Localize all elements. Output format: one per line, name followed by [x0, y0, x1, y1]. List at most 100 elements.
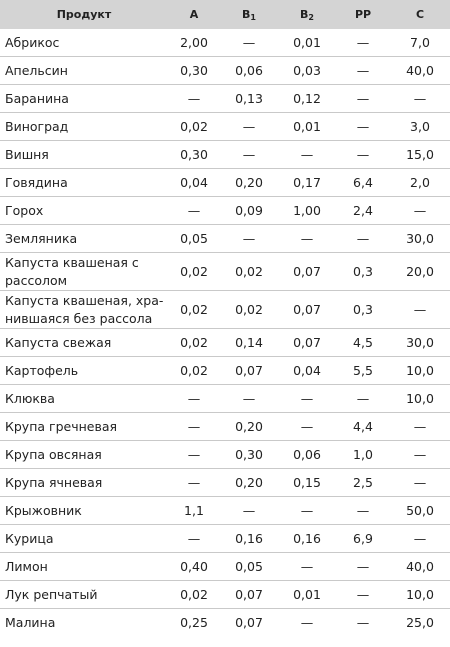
cell-b1: 0,14: [220, 328, 278, 357]
cell-c: 15,0: [390, 140, 450, 169]
header-b1-main: B: [242, 7, 251, 21]
product-name: Вишня: [0, 140, 168, 169]
cell-c: —: [390, 524, 450, 553]
table-row: Вишня 0,30— — —15,0: [0, 140, 450, 169]
product-name: Абрикос: [0, 29, 168, 57]
cell-a: —: [168, 468, 220, 497]
cell-c: 10,0: [390, 356, 450, 385]
cell-c: 20,0: [390, 252, 450, 291]
cell-b1: —: [220, 112, 278, 141]
cell-a: 0,02: [168, 356, 220, 385]
cell-b1: —: [220, 29, 278, 57]
table-row: Говядина 0,04 0,20 0,17 6,4 2,0: [0, 168, 450, 197]
cell-b2: 0,04: [278, 356, 336, 385]
cell-b1: 0,05: [220, 552, 278, 581]
table-row: Клюква — — — —10,0: [0, 384, 450, 413]
cell-b1: 0,16: [220, 524, 278, 553]
cell-pp: —: [336, 384, 390, 413]
cell-pp: —: [336, 56, 390, 85]
cell-a: 0,02: [168, 328, 220, 357]
cell-b1: —: [220, 140, 278, 169]
cell-c: 40,0: [390, 56, 450, 85]
cell-b2: 0,17: [278, 168, 336, 197]
cell-pp: 6,9: [336, 524, 390, 553]
cell-b2: 0,16: [278, 524, 336, 553]
product-name: Баранина: [0, 84, 168, 113]
cell-pp: —: [356, 615, 370, 630]
header-pp: PP: [354, 8, 372, 21]
cell-a: 1,1: [168, 496, 220, 525]
cell-b2: 0,01: [278, 29, 336, 57]
cell-pp: 0,3: [336, 252, 390, 291]
cell-b1: 0,02: [220, 290, 278, 329]
table-row: Баранина —0,13 0,12— —: [0, 84, 450, 113]
cell-b2: —: [278, 384, 336, 413]
cell-c: 25,0: [406, 615, 434, 630]
cell-b1: 0,02: [220, 252, 278, 291]
table-row: Лимон 0,40 0,05— —40,0: [0, 552, 450, 581]
product-name: Капуста квашеная с рас­солом: [0, 252, 168, 291]
product-name: Лук репчатый: [0, 580, 168, 609]
cell-c: 3,0: [390, 112, 450, 141]
cell-a: 0,30: [168, 56, 220, 85]
cell-c: —: [390, 196, 450, 225]
cell-a: —: [168, 384, 220, 413]
table-row: Крыжовник 1,1— — —50,0: [0, 496, 450, 525]
product-name: Капуста квашеная, хра­нившаяся без рассо…: [0, 290, 168, 329]
cell-pp: 6,4: [336, 168, 390, 197]
product-name: Виноград: [0, 112, 168, 141]
header-b1-sub: 1: [250, 12, 256, 22]
cell-c: 30,0: [390, 328, 450, 357]
table-row: Крупа гречневая —0,20—4,4—: [0, 412, 450, 441]
cell-b1: —: [220, 224, 278, 253]
cell-b2: —: [278, 552, 336, 581]
cell-a: 0,40: [168, 552, 220, 581]
product-name: Капуста свежая: [0, 328, 168, 357]
cell-a: 0,02: [168, 290, 220, 329]
cell-b1: 0,06: [220, 56, 278, 85]
product-name: Апельсин: [0, 56, 168, 85]
product-name: Крупа ячневая: [0, 468, 168, 497]
cell-c: 10,0: [390, 580, 450, 609]
cell-a: —: [168, 196, 220, 225]
header-product: Продукт: [56, 8, 112, 21]
cell-b1: 0,07: [220, 580, 278, 609]
product-name: Говядина: [0, 168, 168, 197]
cell-pp: —: [336, 29, 390, 57]
cell-a: 0,05: [168, 224, 220, 253]
cell-b1: 0,20: [220, 168, 278, 197]
cell-b2: 0,07: [278, 328, 336, 357]
cell-b1: —: [220, 496, 278, 525]
table-row: Абрикос 2,00—0,01—7,0: [0, 29, 450, 57]
cell-b2: 0,01: [278, 580, 336, 609]
cell-c: 2,0: [390, 168, 450, 197]
table-row: Капуста квашеная с рас­солом 0,02 0,02 0,07…: [0, 252, 450, 291]
cell-pp: 2,5: [336, 468, 390, 497]
cell-b2: —: [278, 496, 336, 525]
cell-c: 7,0: [390, 29, 450, 57]
cell-c: 30,0: [390, 224, 450, 253]
cell-c: —: [390, 468, 450, 497]
cell-b2: 0,12: [278, 84, 336, 113]
cell-b2: 0,07: [278, 290, 336, 329]
cell-pp: 1,0: [336, 440, 390, 469]
cell-c: 50,0: [390, 496, 450, 525]
cell-pp: 0,3: [336, 290, 390, 329]
cell-b2: —: [278, 412, 336, 441]
table-row: Курица —0,16 0,16 6,9—: [0, 524, 450, 553]
cell-pp: 4,4: [336, 412, 390, 441]
cell-a: —: [168, 412, 220, 441]
table-row: Горох —0,09 1,00 2,4—: [0, 196, 450, 225]
cell-c: 40,0: [390, 552, 450, 581]
cell-pp: 5,5: [336, 356, 390, 385]
cell-a: 0,30: [168, 140, 220, 169]
cell-b2: 0,07: [278, 252, 336, 291]
table-row: Земляника 0,05— — —30,0: [0, 224, 450, 253]
cell-a: —: [168, 524, 220, 553]
cell-b1: 0,20: [220, 468, 278, 497]
cell-a: 0,02: [168, 580, 220, 609]
cell-pp: —: [336, 552, 390, 581]
cell-pp: —: [336, 140, 390, 169]
cell-b1: 0,30: [220, 440, 278, 469]
header-a: A: [189, 8, 199, 21]
